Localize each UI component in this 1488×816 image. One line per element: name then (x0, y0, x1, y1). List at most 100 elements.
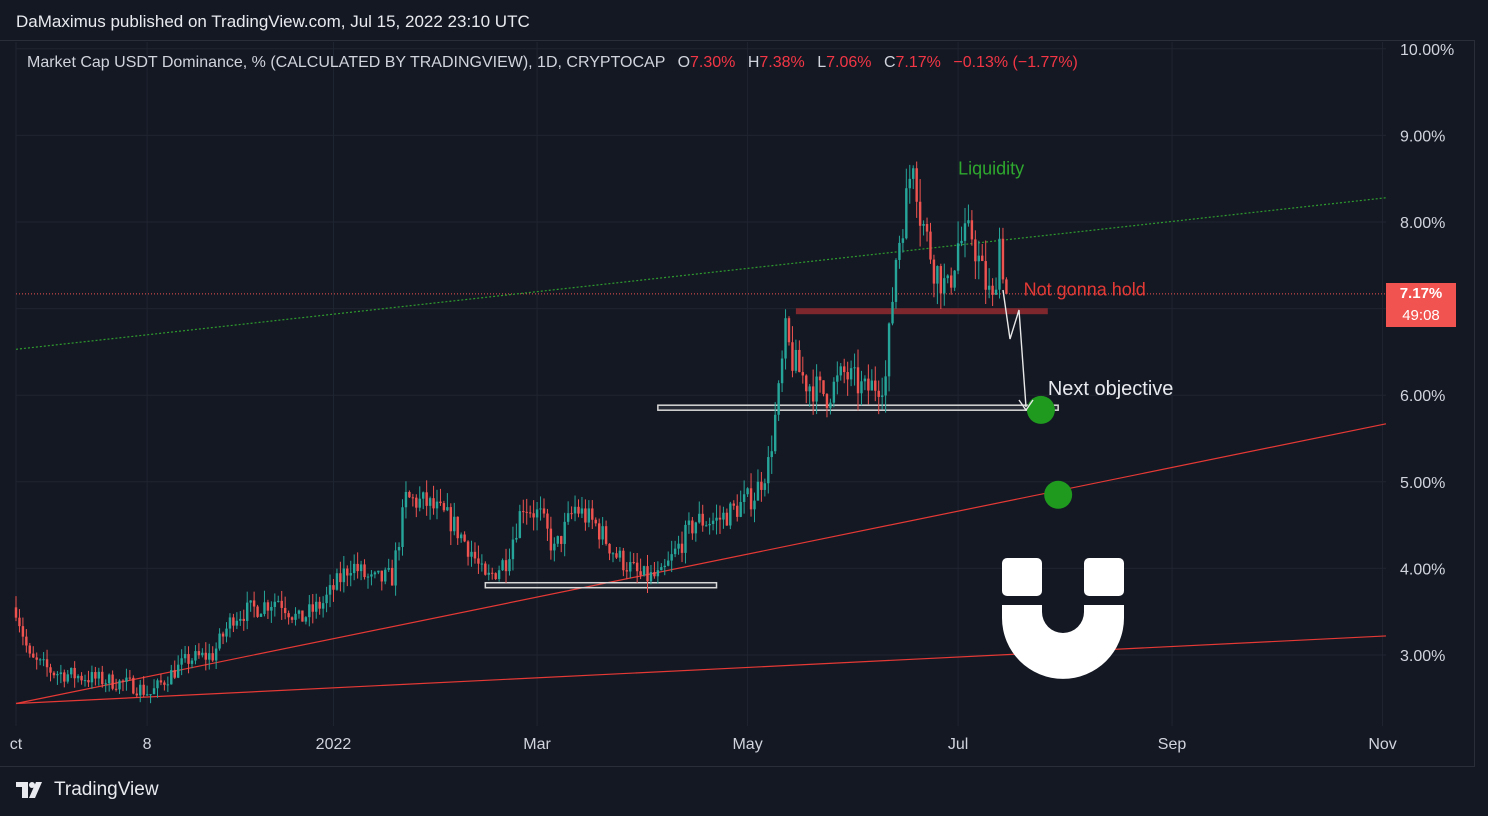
candle-body (587, 508, 591, 523)
candle (114, 678, 118, 692)
candle (773, 402, 777, 455)
candle (232, 613, 235, 633)
candle-body (246, 602, 249, 621)
candle-body (491, 572, 494, 574)
candle (83, 674, 87, 687)
candle (259, 612, 263, 618)
overlays: Liquidity Not gonna hold Next objective (958, 158, 1173, 679)
candle (987, 268, 991, 299)
candle-body (591, 508, 594, 520)
candle-body (767, 457, 770, 484)
y-tick-label: 10.00% (1400, 42, 1454, 59)
candle-body (38, 659, 42, 661)
candle-body (539, 508, 542, 510)
candle (515, 523, 518, 543)
candle (780, 350, 784, 393)
candle (798, 340, 801, 373)
candle (929, 222, 932, 264)
candle-body (235, 620, 239, 626)
candle (891, 287, 894, 326)
candle-body (629, 562, 632, 572)
target-marker (1026, 395, 1055, 424)
candle (497, 565, 501, 582)
candle (80, 672, 83, 685)
candle-body (94, 672, 97, 679)
candle-body (397, 546, 401, 551)
candle (622, 547, 625, 577)
candle (387, 558, 390, 573)
candle-body (156, 680, 159, 689)
candle (97, 667, 101, 686)
candle-body (687, 520, 691, 525)
candle (680, 531, 684, 563)
candle-body (349, 573, 352, 576)
candle (487, 564, 490, 581)
candle (711, 512, 715, 531)
candle-body (342, 568, 346, 583)
candle (14, 596, 18, 622)
candle (173, 660, 176, 680)
candle-body (635, 562, 639, 572)
candle-body (791, 342, 794, 371)
candle-body (949, 275, 953, 288)
candle-body (470, 551, 473, 557)
candle (853, 353, 856, 386)
candle (715, 504, 718, 535)
candle (877, 380, 880, 415)
candle-body (560, 536, 563, 544)
candle (946, 274, 949, 284)
candle (667, 551, 670, 567)
candle-body (294, 613, 297, 620)
candle (573, 495, 577, 522)
candle-body (749, 488, 753, 510)
candle-body (943, 278, 946, 294)
candle (408, 490, 411, 499)
tradingview-footer[interactable]: TradingView (16, 779, 159, 801)
candle (28, 642, 32, 658)
candle-body (152, 688, 156, 695)
candle-body (318, 601, 321, 609)
candle (670, 540, 673, 573)
legend-low-value: 7.06% (826, 54, 872, 71)
candle (884, 360, 887, 413)
red-trendline (15, 423, 1387, 705)
y-tick-label: 6.00% (1400, 388, 1445, 405)
candle-body (912, 168, 915, 179)
candle-body (673, 548, 677, 555)
candle-body (14, 607, 18, 618)
candle (663, 558, 666, 576)
candle-body (118, 680, 121, 690)
candle-body (487, 572, 490, 575)
legend-close-value: 7.17% (895, 54, 941, 71)
candle (504, 548, 508, 583)
candle-body (570, 513, 573, 515)
candle-body (214, 648, 218, 661)
candle (870, 369, 874, 391)
candle (912, 165, 915, 190)
candle-body (80, 675, 83, 681)
candle-body (453, 516, 456, 532)
candle (252, 591, 256, 618)
candle-body (849, 368, 853, 380)
candle (197, 643, 201, 659)
x-tick-label: Nov (1368, 736, 1396, 753)
candle-body (1001, 238, 1005, 280)
candle-body (466, 541, 470, 557)
candle (822, 380, 825, 397)
candle-body (28, 645, 32, 654)
candle-body (73, 667, 76, 679)
candle-body (183, 654, 187, 659)
candle (656, 561, 660, 584)
candle (746, 487, 749, 498)
candle-body (315, 601, 318, 612)
x-tick-label: Sep (1158, 736, 1187, 753)
candle-body (511, 539, 515, 560)
candle-body (435, 501, 439, 509)
candle-body (877, 390, 880, 397)
candle-body (135, 693, 138, 696)
candle-body (149, 694, 152, 696)
candle (321, 596, 325, 618)
candle (101, 665, 104, 688)
candle-body (477, 558, 480, 564)
